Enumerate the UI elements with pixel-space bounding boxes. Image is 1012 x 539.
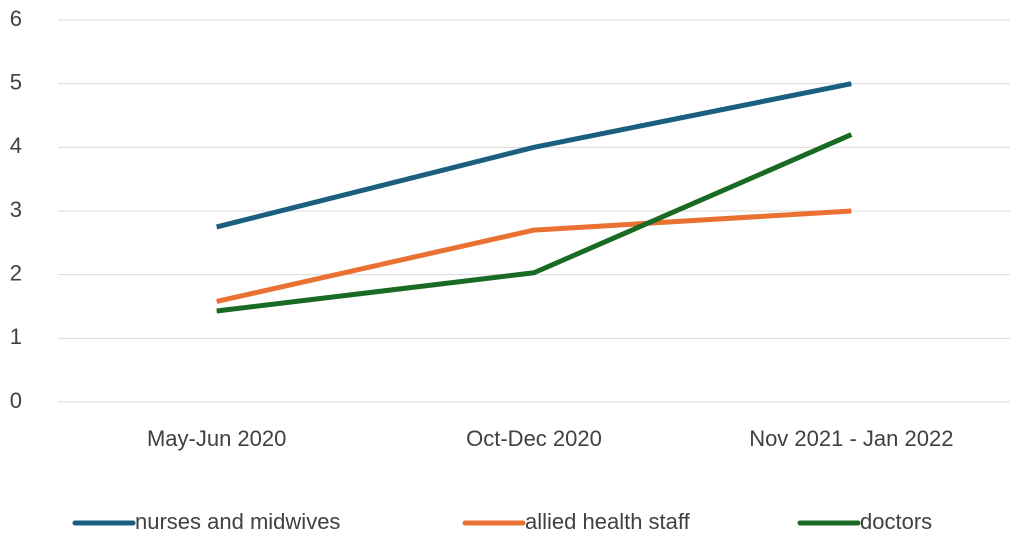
- line-series: [216, 132, 853, 314]
- y-tick-label: 2: [10, 260, 22, 285]
- legend-label: doctors: [860, 509, 932, 534]
- y-tick-label: 4: [10, 133, 22, 158]
- x-tick-label: Nov 2021 - Jan 2022: [749, 426, 953, 451]
- y-tick-label: 0: [10, 388, 22, 413]
- y-tick-label: 6: [10, 6, 22, 31]
- line-series: [216, 81, 852, 230]
- legend-label: allied health staff: [525, 509, 691, 534]
- x-tick-label: May-Jun 2020: [147, 426, 286, 451]
- y-tick-label: 3: [10, 197, 22, 222]
- y-tick-label: 1: [10, 324, 22, 349]
- x-tick-label: Oct-Dec 2020: [466, 426, 602, 451]
- line-series: [216, 208, 852, 304]
- y-tick-label: 5: [10, 69, 22, 94]
- legend-label: nurses and midwives: [135, 509, 340, 534]
